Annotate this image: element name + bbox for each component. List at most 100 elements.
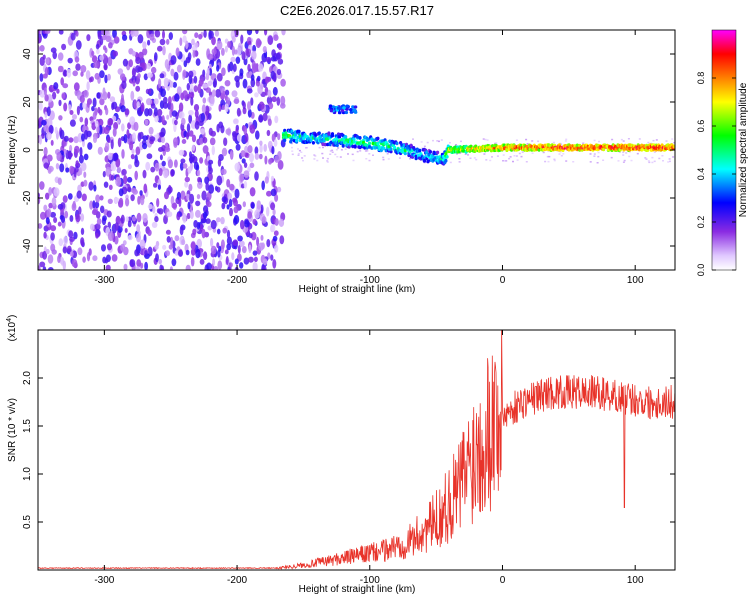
signal-cell — [422, 159, 426, 163]
faint-cell — [572, 161, 575, 163]
noise-cell — [182, 35, 187, 43]
noise-cell — [255, 80, 260, 87]
noise-cell — [89, 200, 94, 210]
noise-cell — [135, 56, 141, 65]
noise-cell — [264, 155, 268, 165]
noise-cell — [51, 249, 57, 255]
noise-cell — [73, 231, 78, 240]
noise-cell — [109, 96, 116, 103]
noise-cell — [227, 192, 233, 200]
noise-cell — [57, 221, 62, 227]
faint-cell — [630, 159, 633, 162]
upper-feature-cell — [340, 109, 345, 113]
noise-cell — [88, 248, 92, 256]
noise-cell — [132, 189, 138, 195]
signal-cell — [353, 144, 357, 148]
noise-cell — [233, 198, 238, 207]
signal-cell — [292, 135, 296, 140]
noise-cell — [234, 188, 240, 199]
noise-cell — [193, 75, 198, 84]
noise-cell — [237, 235, 243, 242]
signal-cell — [329, 140, 333, 145]
noise-cell — [226, 229, 231, 239]
noise-cell — [52, 91, 57, 100]
noise-cell — [68, 137, 74, 143]
noise-cell — [188, 156, 195, 163]
noise-cell — [62, 83, 69, 89]
signal-cell — [351, 144, 355, 149]
signal-cell — [296, 135, 300, 140]
noise-cell — [137, 73, 141, 79]
noise-cell — [201, 190, 207, 201]
faint-cell — [386, 153, 389, 155]
faint-cell — [622, 154, 625, 156]
noise-cell — [137, 34, 144, 44]
noise-cell — [189, 91, 195, 99]
noise-cell — [271, 49, 276, 58]
faint-cell — [458, 158, 461, 160]
faint-cell — [421, 147, 424, 149]
upper-feature-cell — [349, 108, 353, 112]
noise-cell — [231, 35, 236, 43]
noise-cell — [99, 98, 105, 106]
noise-cell — [171, 258, 177, 267]
noise-cell — [191, 144, 196, 152]
noise-cell — [43, 204, 48, 212]
noise-cell — [136, 259, 142, 268]
noise-cell — [248, 233, 253, 239]
noise-cell — [70, 32, 76, 41]
signal-cell — [395, 141, 399, 146]
noise-cell — [170, 68, 175, 77]
noise-cell — [165, 229, 171, 235]
noise-cell — [176, 64, 182, 73]
noise-cell — [87, 142, 93, 150]
noise-cell — [200, 112, 205, 123]
faint-cell — [316, 159, 319, 162]
noise-cell — [247, 101, 251, 111]
faint-cell — [515, 155, 518, 157]
faint-cell — [544, 160, 547, 163]
noise-cell — [126, 129, 130, 139]
noise-cell — [79, 116, 84, 123]
noise-cell — [207, 113, 212, 120]
noise-cell — [94, 201, 100, 209]
noise-cell — [189, 193, 195, 204]
noise-cell — [193, 220, 198, 228]
noise-cell — [166, 38, 170, 45]
noise-cell — [186, 132, 189, 140]
noise-cell — [202, 136, 208, 144]
signal-cell — [295, 138, 299, 143]
noise-cell — [193, 85, 198, 93]
noise-cell — [102, 34, 107, 41]
noise-cell — [83, 179, 88, 187]
noise-cell — [221, 202, 226, 210]
signal-cell — [318, 135, 323, 139]
noise-cell — [60, 215, 66, 223]
noise-cell — [98, 125, 103, 135]
faint-cell — [636, 152, 639, 155]
noise-cell — [144, 250, 148, 256]
noise-cell — [120, 105, 126, 113]
noise-cell — [198, 120, 204, 127]
x-tick-label: 0 — [500, 575, 506, 586]
noise-cell — [225, 128, 232, 135]
noise-cell — [224, 103, 229, 113]
noise-cell — [76, 105, 80, 116]
noise-cell — [83, 171, 87, 178]
noise-cell — [241, 158, 246, 164]
noise-cell — [107, 56, 113, 67]
colorbar-tick-label: 0.0 — [696, 264, 706, 277]
noise-cell — [58, 115, 63, 121]
noise-cell — [257, 63, 264, 72]
noise-cell — [144, 261, 148, 270]
noise-cell — [182, 90, 188, 99]
colorbar-tick-label: 0.8 — [696, 72, 706, 85]
noise-cell — [272, 235, 278, 242]
signal-cell — [384, 148, 388, 153]
noise-cell — [205, 218, 211, 224]
noise-cell — [216, 217, 221, 223]
noise-cell — [151, 221, 158, 228]
noise-cell — [99, 54, 104, 61]
noise-cell — [254, 130, 260, 140]
noise-cell — [180, 158, 186, 164]
